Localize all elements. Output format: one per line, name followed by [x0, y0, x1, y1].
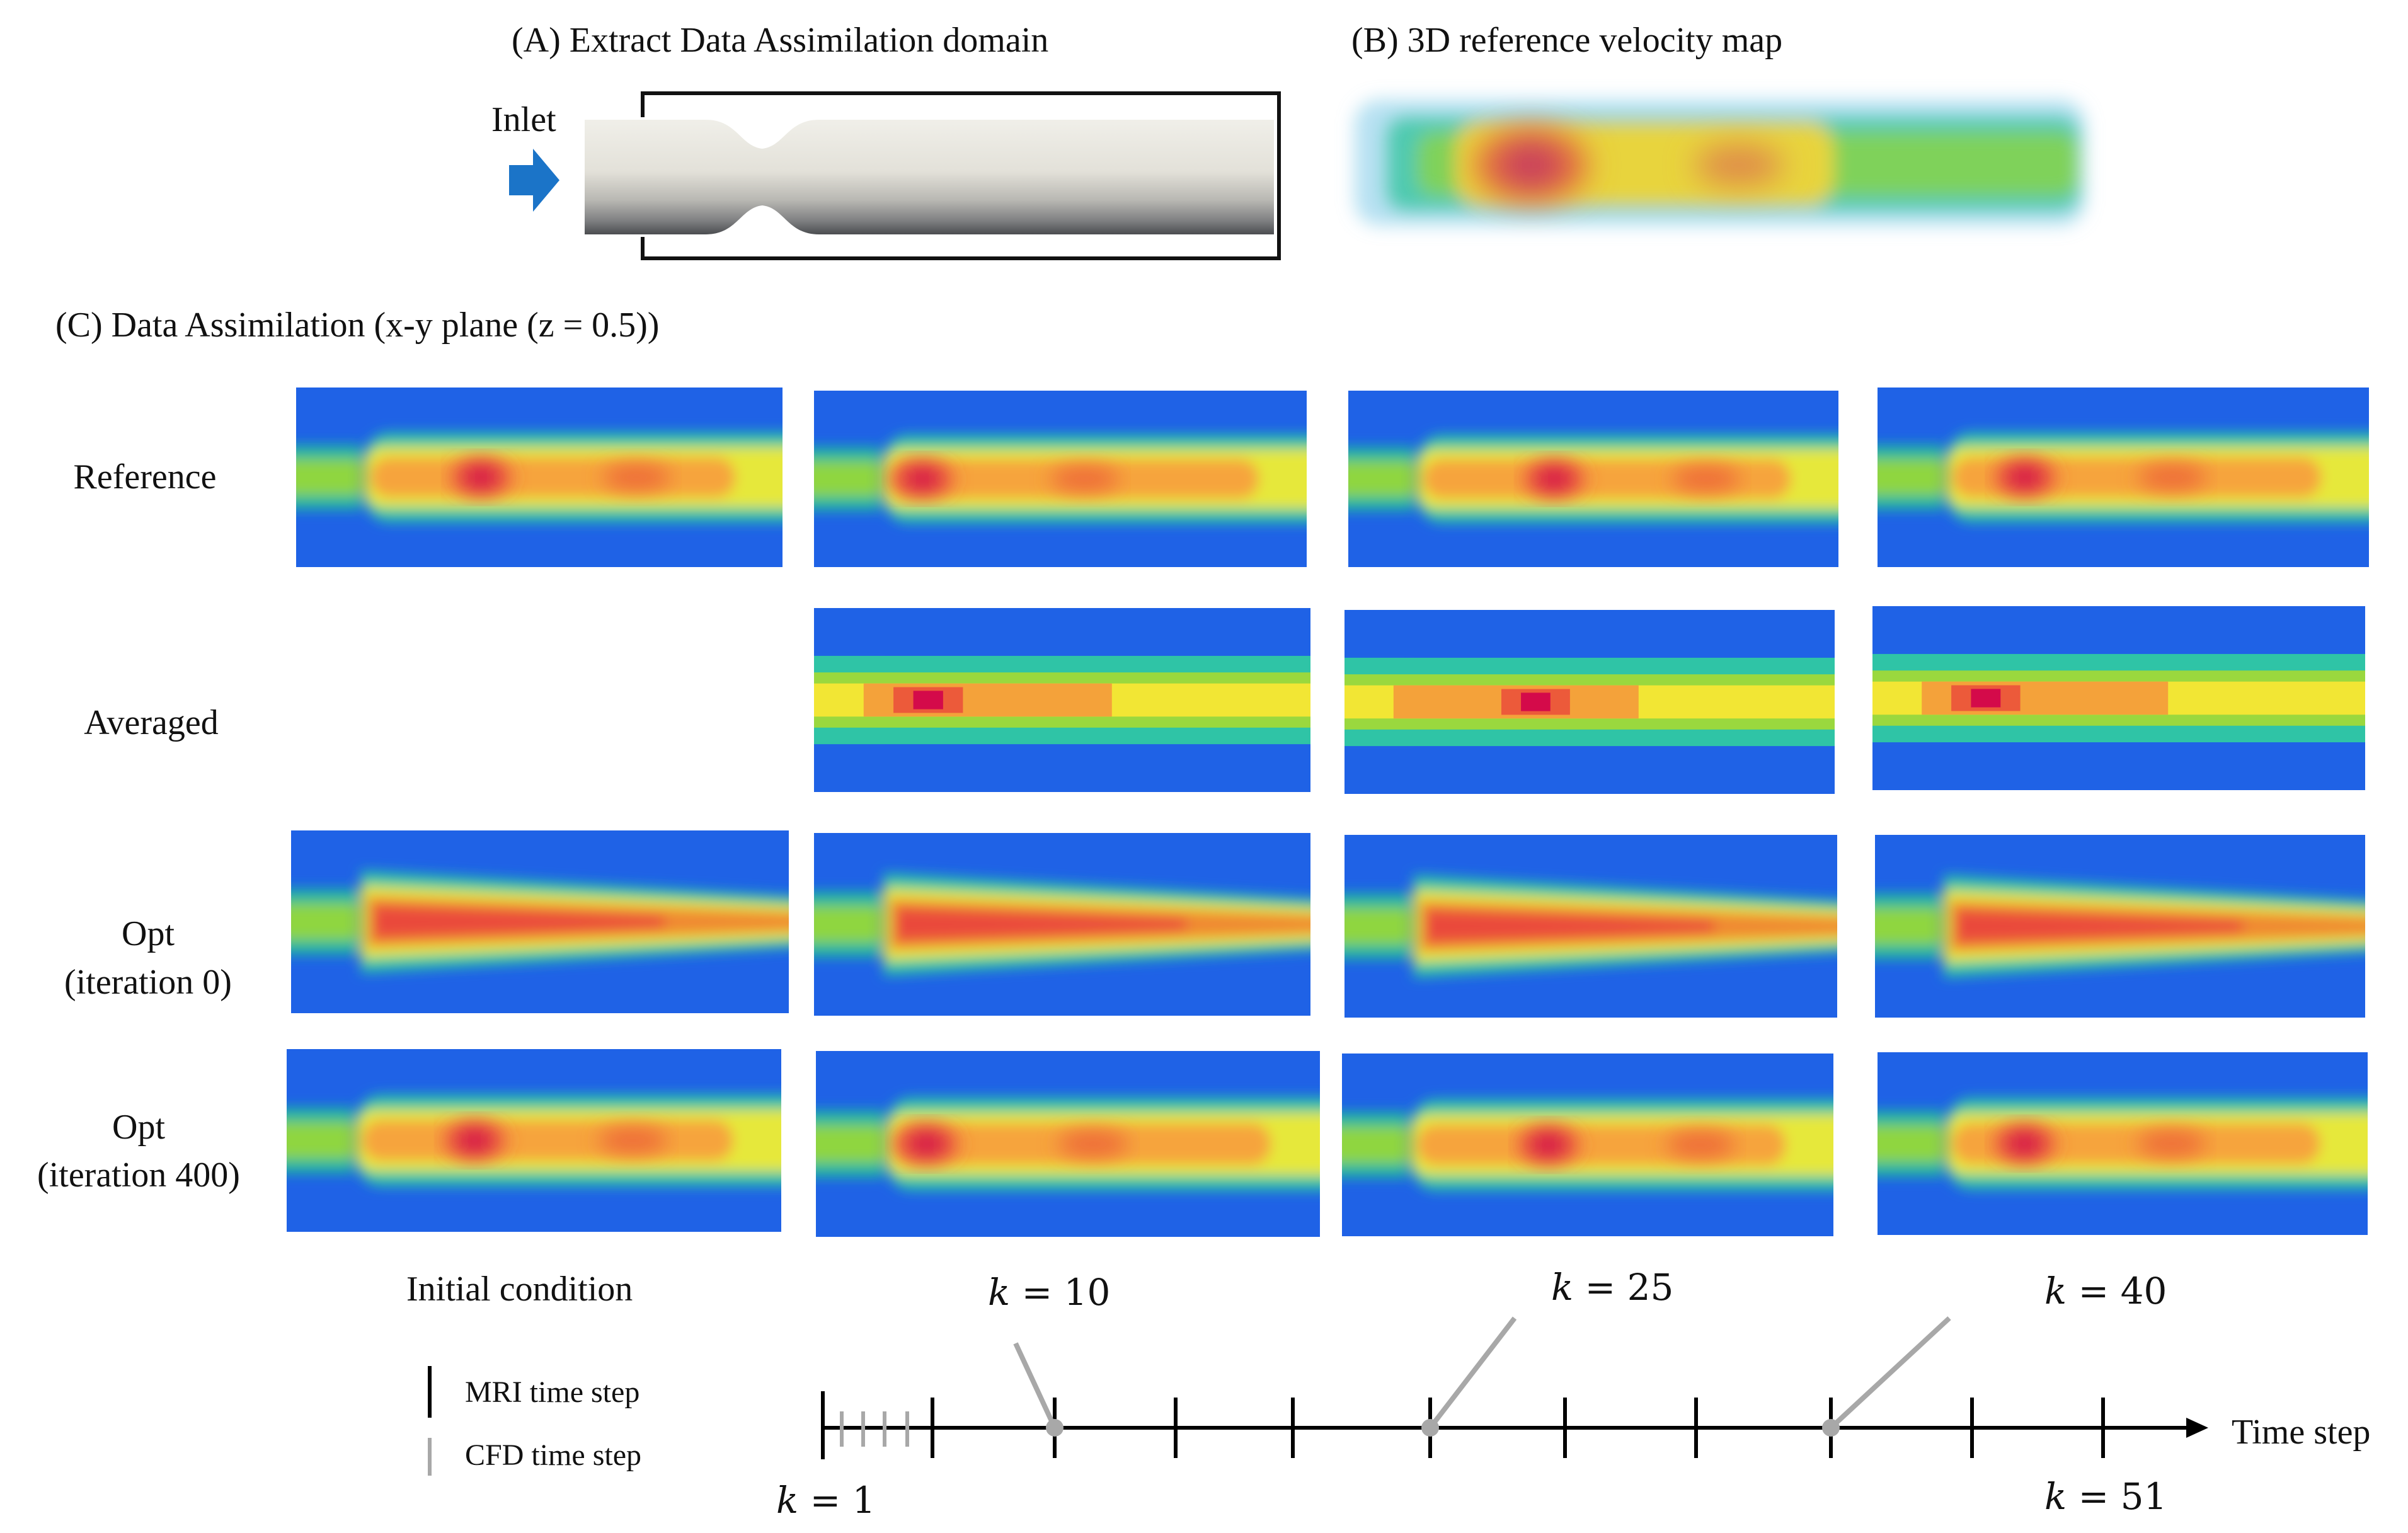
panel-c-title: (C) Data Assimilation (x-y plane (z = 0.…	[55, 306, 660, 345]
row-label-opt0-line1: Opt	[122, 914, 175, 953]
row-label-opt0-line2: (iteration 0)	[64, 963, 232, 1002]
k-label-1: k = 1	[776, 1479, 876, 1522]
mri-ticks	[821, 1391, 2105, 1459]
heatmap-averaged-k10	[814, 608, 1310, 792]
k-pointer-lines	[1013, 1316, 1951, 1430]
heatmap-opt400-k10	[816, 1051, 1320, 1237]
heatmap-opt0-k25	[1344, 835, 1837, 1018]
k-label-10: k = 10	[988, 1271, 1111, 1314]
heatmap-reference-k40	[1878, 388, 2369, 567]
inlet-arrow-icon	[509, 149, 559, 212]
stenosed-pipe	[585, 120, 1274, 234]
timeline-axis-label: Time step	[2232, 1413, 2371, 1452]
heatmap-opt400-k40	[1878, 1052, 2368, 1235]
k-label-25: k = 25	[1551, 1266, 1674, 1309]
heatmap-opt0-k10	[814, 833, 1310, 1016]
heatmap-opt0-initial	[291, 830, 789, 1013]
panel-a-title: (A) Extract Data Assimilation domain	[512, 21, 1049, 60]
heatmap-averaged-k25	[1344, 610, 1835, 794]
heatmap-opt400-initial	[287, 1049, 781, 1232]
heatmap-reference-k25	[1348, 391, 1838, 567]
k-label-40: k = 40	[2044, 1270, 2167, 1312]
timeline-arrow-icon	[2186, 1418, 2208, 1438]
heatmap-reference-k10	[814, 391, 1307, 567]
row-label-reference: Reference	[73, 457, 217, 497]
legend-mri-label: MRI time step	[465, 1375, 640, 1409]
inlet-label: Inlet	[491, 100, 556, 139]
k-pointer-dots	[1046, 1419, 1840, 1437]
heatmap-reference-initial	[296, 388, 783, 567]
domain-frame	[641, 91, 1281, 260]
panel-b-title: (B) 3D reference velocity map	[1351, 21, 1783, 60]
row-label-opt400-line2: (iteration 400)	[37, 1156, 240, 1195]
k-label-51: k = 51	[2044, 1475, 2167, 1518]
heatmap-opt400-k25	[1342, 1054, 1833, 1236]
column-caption-initial: Initial condition	[406, 1270, 633, 1309]
cfd-ticks	[840, 1411, 909, 1447]
row-label-averaged: Averaged	[84, 703, 219, 742]
legend-cfd-label: CFD time step	[465, 1438, 642, 1472]
heatmap-opt0-k40	[1875, 835, 2365, 1018]
row-label-opt400-line1: Opt	[112, 1108, 165, 1147]
heatmap-averaged-k40	[1872, 606, 2365, 790]
